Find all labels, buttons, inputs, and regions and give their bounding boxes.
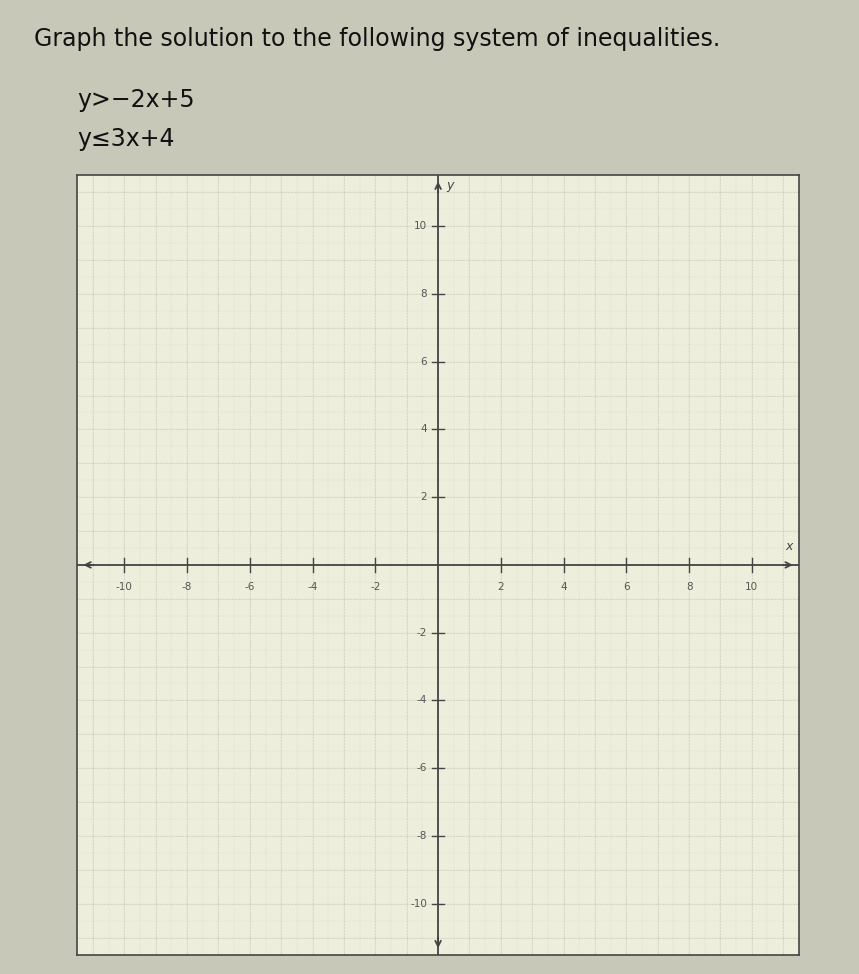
Text: 10: 10 — [746, 581, 758, 592]
Text: 2: 2 — [497, 581, 504, 592]
Text: 4: 4 — [421, 425, 427, 434]
Text: -10: -10 — [411, 899, 427, 909]
Text: -10: -10 — [116, 581, 133, 592]
Text: -6: -6 — [245, 581, 255, 592]
Text: 8: 8 — [685, 581, 692, 592]
Text: 8: 8 — [421, 289, 427, 299]
Text: y≤3x+4: y≤3x+4 — [77, 127, 175, 151]
Text: -8: -8 — [417, 831, 427, 841]
Text: x: x — [786, 540, 793, 553]
Text: -2: -2 — [417, 627, 427, 638]
Text: -2: -2 — [370, 581, 381, 592]
Text: -4: -4 — [308, 581, 318, 592]
Text: 6: 6 — [421, 356, 427, 366]
Text: -4: -4 — [417, 695, 427, 705]
Text: 10: 10 — [414, 221, 427, 231]
Text: 4: 4 — [560, 581, 567, 592]
Text: y: y — [446, 179, 454, 192]
Text: y>−2x+5: y>−2x+5 — [77, 88, 195, 112]
Text: -6: -6 — [417, 764, 427, 773]
Text: -8: -8 — [182, 581, 192, 592]
Text: 2: 2 — [421, 492, 427, 503]
Text: Graph the solution to the following system of inequalities.: Graph the solution to the following syst… — [34, 27, 721, 52]
Text: 6: 6 — [623, 581, 630, 592]
